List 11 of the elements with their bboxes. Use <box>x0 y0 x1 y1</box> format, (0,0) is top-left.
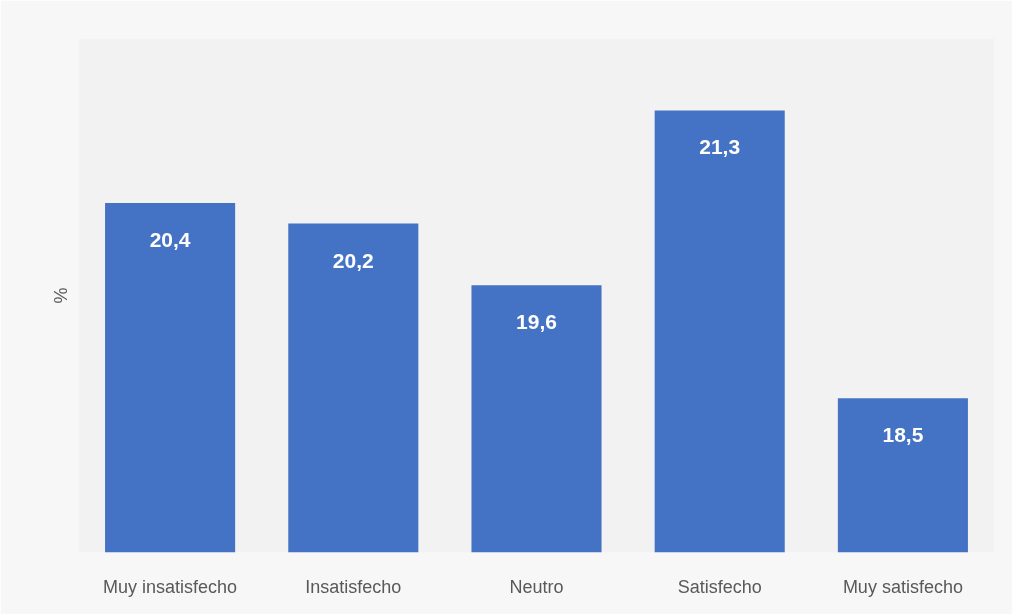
x-tick-label: Insatisfecho <box>305 576 402 597</box>
x-tick-label: Satisfecho <box>677 576 762 597</box>
x-tick-label: Neutro <box>509 576 564 597</box>
x-tick-label: Muy insatisfecho <box>103 576 238 597</box>
data-label: 18,5 <box>882 423 924 447</box>
y-axis-title: % <box>50 287 71 304</box>
data-label: 21,3 <box>699 135 741 159</box>
data-label: 19,6 <box>516 310 557 334</box>
x-tick-label: Muy satisfecho <box>842 576 963 597</box>
data-label: 20,4 <box>149 227 191 251</box>
data-label: 20,2 <box>332 248 374 272</box>
